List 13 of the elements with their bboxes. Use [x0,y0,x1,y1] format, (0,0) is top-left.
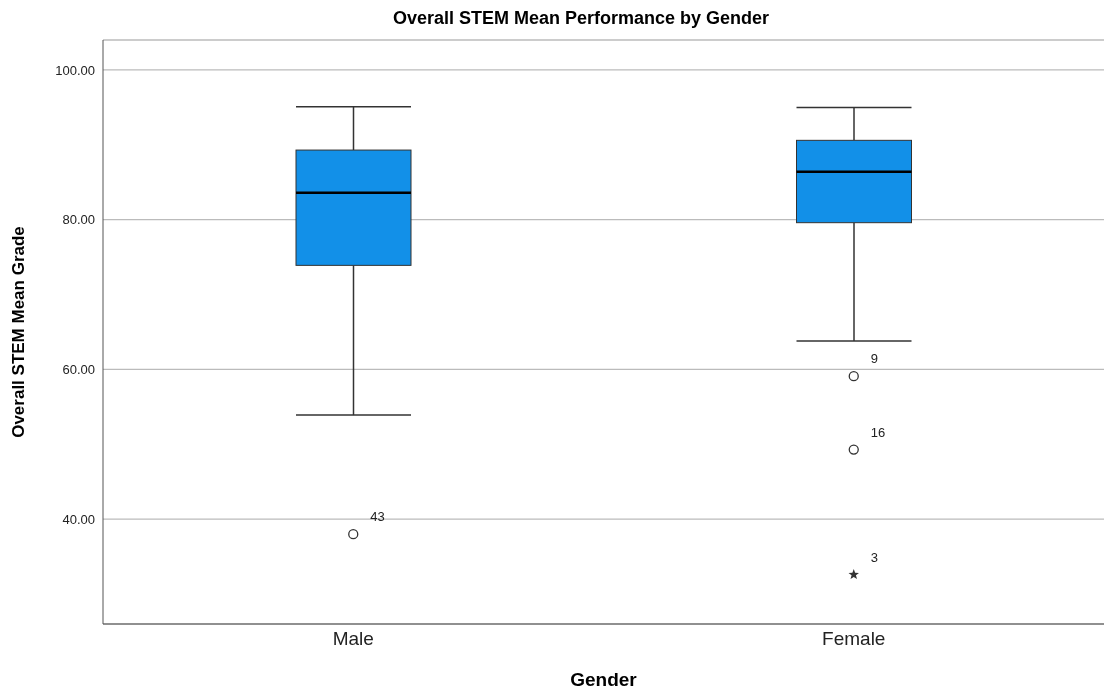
y-tick-label: 40.00 [62,511,95,527]
y-tick-label: 60.00 [62,362,95,378]
y-axis-title: Overall STEM Mean Grade [9,226,29,438]
x-tick-label: Male [332,628,374,650]
annotation: 3 [870,549,878,565]
annotation: 43 [370,509,385,525]
y-tick-label: 100.00 [55,62,95,78]
x-axis-title: Gender [570,669,638,690]
chart-title: Overall STEM Mean Performance by Gender [391,8,771,30]
y-tick-label: 80.00 [62,212,95,228]
annotation: 16 [870,424,886,440]
x-tick-label: Female [822,628,886,650]
annotation: 9 [870,351,878,367]
